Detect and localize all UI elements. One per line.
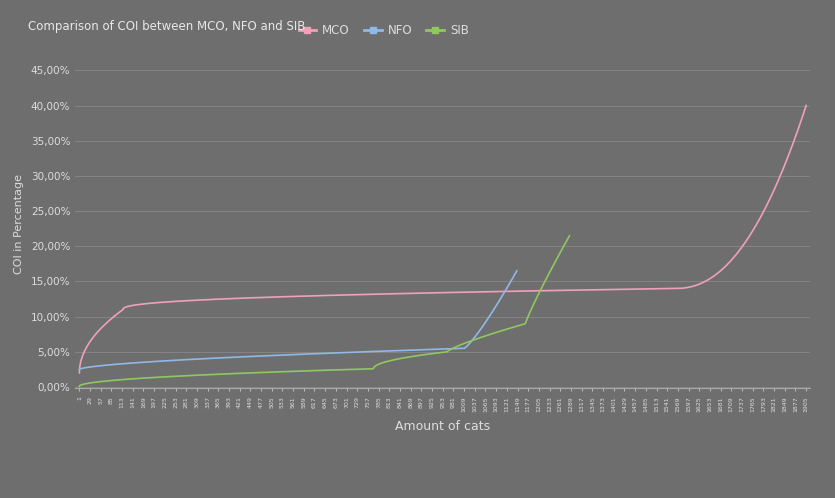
SIB (208, 372, 218, 377)
NFO (512, 268, 522, 274)
MCO (605, 286, 615, 292)
NFO (110, 362, 120, 368)
SIB (271, 369, 281, 375)
SIB (265, 369, 275, 375)
SIB (226, 371, 236, 376)
NFO (473, 329, 483, 335)
Text: Comparison of COI between MCO, NFO and SIB: Comparison of COI between MCO, NFO and S… (28, 20, 305, 33)
MCO (74, 370, 84, 376)
MCO (79, 350, 89, 356)
SIB (504, 326, 514, 332)
SIB (74, 383, 84, 389)
MCO (156, 299, 166, 305)
NFO (433, 346, 443, 352)
Legend: MCO, NFO, SIB: MCO, NFO, SIB (294, 19, 473, 42)
MCO (686, 284, 696, 290)
MCO (603, 286, 613, 292)
MCO (801, 103, 811, 109)
Line: SIB: SIB (79, 236, 569, 386)
Y-axis label: COI in Percentage: COI in Percentage (14, 174, 24, 274)
X-axis label: Amount of cats: Amount of cats (395, 420, 490, 433)
Line: NFO: NFO (79, 271, 517, 370)
SIB (392, 356, 402, 362)
Line: MCO: MCO (79, 106, 806, 373)
NFO (74, 367, 84, 373)
MCO (76, 357, 86, 363)
NFO (190, 356, 200, 362)
NFO (343, 350, 353, 356)
NFO (282, 352, 292, 358)
SIB (564, 233, 574, 239)
